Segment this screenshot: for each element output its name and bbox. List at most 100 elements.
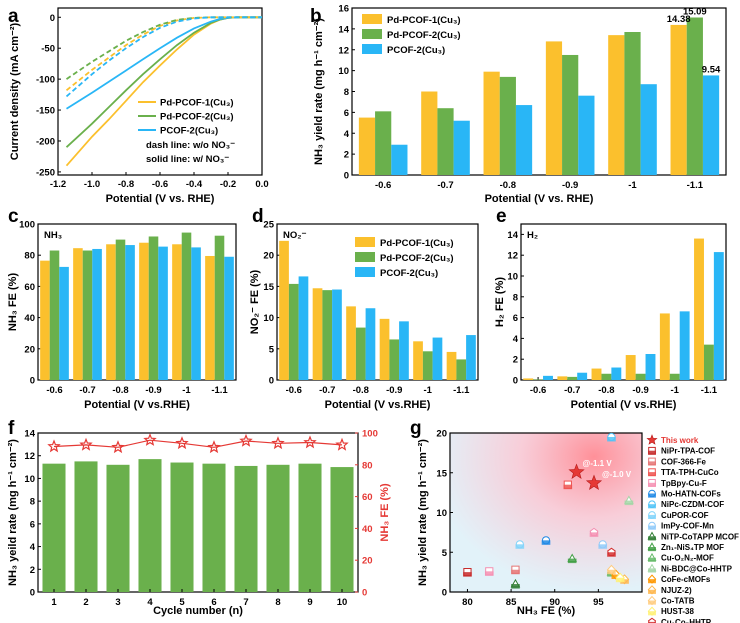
plot-d-legend-swatch: [355, 252, 375, 262]
plot-g-legend-label: COF-366-Fe: [661, 457, 706, 466]
plot-f-fe-marker: [143, 433, 157, 446]
plot-b-legend-label: Pd-PCOF-2(Cu₃): [387, 30, 461, 41]
plot-f-fe-marker: [303, 435, 317, 449]
plot-f-fe-marker: [207, 440, 221, 454]
plot-f-bar: [42, 463, 66, 592]
plot-d-bar: [456, 359, 467, 380]
plot-a-legend-label: Pd-PCOF-1(Cu₃): [160, 98, 234, 109]
plot-b-data-label: 14.38: [667, 14, 691, 25]
plot-f-bar: [170, 462, 194, 592]
plot-d-ytick-label: 0: [269, 376, 274, 387]
plot-b-ytick-label: 16: [338, 4, 349, 15]
plot-b-legend-label: PCOF-2(Cu₃): [387, 45, 445, 56]
plot-f-bar: [202, 463, 226, 592]
plot-e-bar: [567, 376, 578, 380]
plot-g-point-fill: [511, 569, 520, 575]
plot-c-xtick-label: -0.8: [112, 385, 128, 396]
plot-c-bar: [172, 244, 182, 380]
plot-g-legend-marker-fill: [648, 557, 656, 562]
plot-d-bar: [365, 308, 376, 380]
plot-f-xtick-label: 3: [115, 597, 120, 608]
plot-g-legend-label: NiTP-CoTAPP MCOF: [661, 532, 739, 541]
plot-d-bar: [346, 306, 356, 380]
plot-f-ytick-right-label: 0: [362, 588, 367, 599]
plot-d-frame: [276, 223, 479, 381]
plot-a-xtick-label: -0.6: [152, 179, 168, 190]
panel-a: -250 -200 -150 -100 -50 0 -1.2 -1.0 -0.8 -0.6 -0.4…: [9, 7, 269, 205]
plot-d-xtick-label: -0.8: [353, 385, 369, 396]
plot-a-ytick-label: -200: [36, 136, 55, 147]
plot-b-bar: [562, 54, 579, 175]
plot-b-legend-swatch: [362, 29, 382, 39]
plot-b-ytick-label: 12: [338, 45, 349, 56]
plot-f-bar: [74, 461, 98, 592]
plot-f-bar: [234, 465, 258, 592]
plot-g-legend-marker-fill: [648, 536, 656, 541]
plot-d-bar: [422, 351, 433, 380]
plot-e-xtick-label: -1: [671, 385, 680, 396]
plot-e-xtick-label: -0.7: [564, 385, 580, 396]
plot-b-legend-swatch: [362, 14, 382, 24]
plot-c-bar: [181, 232, 192, 380]
plot-c-ytick-label: 0: [30, 376, 35, 387]
plot-d-ylabel: NO₂⁻ FE (%): [249, 269, 261, 334]
plot-g-legend-label: Cu-O₂N₂-MOF: [661, 554, 714, 563]
panel-b: 0 2 4 6 8 10 12 14 16 -0.6 -0.7 -0.8 -0.9 -1 -1.1 NH₃ y…: [313, 4, 727, 205]
plot-a-note: dash line: w/o NO₃⁻: [146, 140, 235, 151]
plot-g-legend-label: Zn₁-NiS₄TP MOF: [661, 543, 724, 552]
plot-e-ytick-label: 6: [513, 313, 518, 324]
plot-f-fe-marker: [79, 437, 93, 451]
plot-f-bar: [330, 467, 354, 592]
plot-e-ylabel: H₂ FE (%): [494, 277, 506, 327]
plot-b-xtick-label: -0.8: [500, 180, 516, 191]
plot-g-point-fill: [511, 584, 520, 589]
plot-g-point-fill: [563, 484, 573, 490]
plot-g-point-fill: [607, 436, 616, 442]
plot-a-note: solid line: w/ NO₃⁻: [146, 154, 229, 165]
plot-c-ylabel: NH₃ FE (%): [7, 273, 19, 332]
plot-a-ytick-label: -50: [41, 44, 55, 55]
plot-d-bar: [332, 289, 342, 380]
plot-f-ytick-right-label: 100: [362, 429, 378, 440]
plot-g-legend-label: CoFe-cMOFs: [661, 575, 711, 584]
plot-d-xtick-label: -0.9: [386, 385, 402, 396]
plot-c-bar: [158, 246, 168, 380]
plot-f-fe-marker: [239, 433, 253, 447]
plot-f-xtick-label: 2: [83, 597, 88, 608]
plot-g-point-fill: [598, 544, 608, 549]
plot-a-series-dash-5: [65, 16, 262, 98]
plot-f-ytick-label: 4: [30, 542, 36, 553]
plot-d-bar: [288, 283, 299, 380]
plot-d-ytick-label: 15: [263, 282, 274, 293]
plot-d-legend-swatch: [355, 267, 375, 277]
panel-g: 0 5 10 15 20 80 85 90 95 @-1.1 V @-1.0 V This work N…: [417, 429, 739, 623]
plot-f-ylabel: NH₃ yeild rate (mg h⁻¹ cm⁻²): [7, 439, 19, 586]
panel-label-f: f: [8, 418, 15, 439]
plot-e-bar: [523, 378, 534, 380]
plot-f-ytick-right-label: 60: [362, 492, 373, 503]
plot-c-bar: [139, 242, 149, 380]
plot-d-legend-label: PCOF-2(Cu₃): [380, 268, 438, 279]
plot-b-xtick-label: -1: [628, 180, 637, 191]
plot-e-bar: [577, 372, 588, 380]
plot-f-ytick-label: 8: [30, 497, 35, 508]
plot-a-series-dash-3: [65, 16, 262, 92]
plot-d-legend-label: Pd-PCOF-2(Cu₃): [380, 253, 454, 264]
plot-a-legend-label: PCOF-2(Cu₃): [160, 126, 218, 137]
plot-g-annotation: @-1.1 V: [583, 459, 613, 468]
plot-e-xlabel: Potential (V vs.RHE): [571, 399, 677, 411]
plot-e-annotation: H₂: [527, 230, 538, 241]
plot-b-ytick-label: 14: [338, 24, 349, 35]
plot-a-xtick-label: -0.2: [220, 179, 236, 190]
plot-f-ytick-right-label: 40: [362, 524, 373, 535]
plot-g-xtick-label: 95: [593, 597, 604, 608]
plot-g-legend-marker-fill: [648, 472, 656, 477]
plot-e-xtick-label: -1.1: [701, 385, 718, 396]
plot-c-xtick-label: -1: [182, 385, 191, 396]
plot-b-bar: [453, 120, 470, 175]
plot-b-ylabel: NH₃ yield rate (mg h⁻¹ cm⁻²): [313, 18, 325, 165]
plot-b-ytick-label: 6: [344, 108, 349, 119]
plot-f-fe-marker: [335, 437, 349, 451]
plot-e-bar: [694, 238, 704, 380]
plot-b-bar: [686, 17, 703, 176]
